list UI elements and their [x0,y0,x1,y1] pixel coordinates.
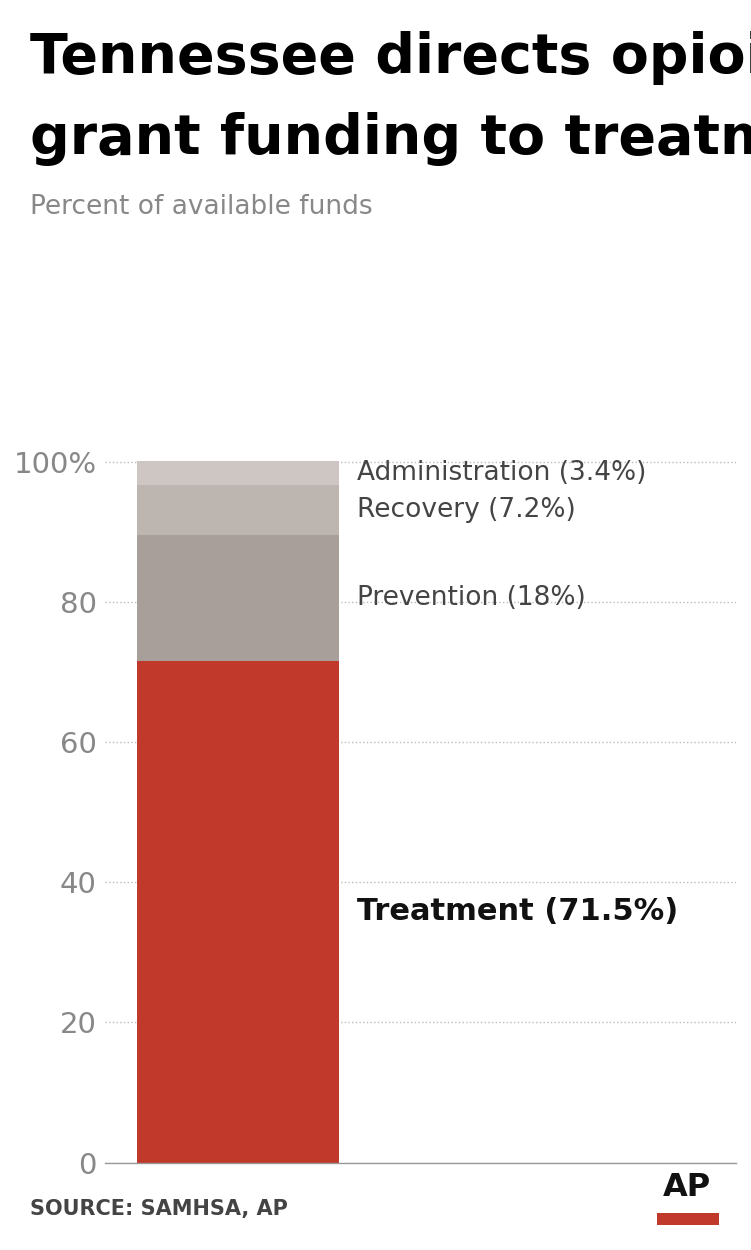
Bar [137,485,339,535]
Text: Recovery (7.2%): Recovery (7.2%) [357,498,576,522]
Text: Treatment (71.5%): Treatment (71.5%) [357,898,679,926]
Bar [137,535,339,661]
Text: Prevention (18%): Prevention (18%) [357,585,587,611]
Bar [137,661,339,1162]
Bar [137,461,339,485]
Text: SOURCE: SAMHSA, AP: SOURCE: SAMHSA, AP [30,1199,288,1219]
Text: Tennessee directs opioid: Tennessee directs opioid [30,31,751,85]
Text: Administration (3.4%): Administration (3.4%) [357,460,647,486]
Text: grant funding to treatment: grant funding to treatment [30,112,751,166]
Text: AP: AP [663,1171,711,1202]
Text: Percent of available funds: Percent of available funds [30,194,372,220]
